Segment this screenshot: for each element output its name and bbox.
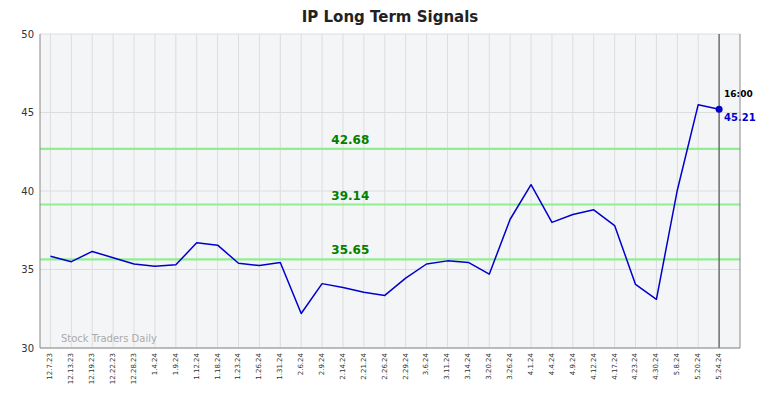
x-tick-label: 4.9.24: [569, 352, 577, 375]
grid: [40, 34, 740, 348]
y-grid-line: [40, 191, 740, 192]
right-axis-line: [740, 34, 741, 348]
x-grid-line: [719, 34, 720, 348]
chart-title: IP Long Term Signals: [302, 8, 479, 26]
reference-line: [40, 148, 740, 150]
x-tick-label: 2.29.24: [402, 352, 410, 379]
axes: 30 35 40 45 50 12.7.23 12.13.23 12.19.23 12.22.2…: [21, 29, 740, 385]
y-grid-line: [40, 348, 740, 349]
x-tick-label: 1.23.24: [234, 352, 242, 379]
x-tick-label: 3.14.24: [464, 352, 472, 379]
x-tick-label: 2.14.24: [339, 352, 347, 379]
last-point: [716, 106, 723, 113]
x-tick-label: 5.8.24: [673, 352, 681, 375]
chart-svg: Stock Traders Daily 35.65 39.14 42.68 16:00 4…: [0, 0, 784, 398]
last-time-label: 16:00: [724, 89, 753, 99]
x-tick-label: 2.9.24: [318, 352, 326, 375]
x-tick-label: 5.24.24: [715, 352, 723, 379]
reference-label: 42.68: [331, 133, 369, 147]
x-tick-label: 12.13.23: [67, 353, 75, 384]
x-tick-label: 1.31.24: [276, 352, 284, 379]
x-tick-label: 3.11.24: [443, 352, 451, 379]
x-tick-label: 12.19.23: [88, 353, 96, 384]
x-tick-label: 1.9.24: [172, 352, 180, 375]
y-tick-label: 35: [21, 264, 34, 275]
y-tick-label: 50: [21, 29, 34, 40]
y-tick-label: 30: [21, 343, 34, 354]
reference-label: 35.65: [331, 243, 369, 257]
x-tick-label: 1.12.24: [193, 352, 201, 379]
y-axis-line: [40, 34, 41, 348]
x-tick-label: 12.28.23: [130, 353, 138, 384]
x-tick-label: 4.17.24: [611, 352, 619, 379]
y-grid-line: [40, 269, 740, 270]
y-grid-line: [40, 34, 740, 35]
chart-container: Stock Traders Daily 35.65 39.14 42.68 16:00 4…: [0, 0, 784, 398]
watermark: Stock Traders Daily: [61, 333, 157, 344]
y-tick-label: 45: [21, 107, 34, 118]
x-tick-label: 2.26.24: [381, 352, 389, 379]
x-tick-label: 12.7.23: [46, 353, 54, 380]
x-axis-line: [40, 348, 740, 349]
x-tick-label: 2.21.24: [360, 352, 368, 379]
x-tick-label: 4.1.24: [527, 352, 535, 375]
plot-background: [40, 34, 740, 348]
x-tick-label: 2.6.24: [297, 352, 305, 375]
x-tick-label: 5.20.24: [694, 352, 702, 379]
x-tick-label: 4.4.24: [548, 352, 556, 375]
x-tick-label: 12.22.23: [109, 353, 117, 384]
reference-line: [40, 258, 740, 260]
y-tick-label: 40: [21, 186, 34, 197]
x-tick-label: 1.18.24: [214, 352, 222, 379]
last-point-line: [719, 34, 720, 348]
reference-line: [40, 203, 740, 205]
x-tick-label: 4.30.24: [652, 352, 660, 379]
plot-area: [40, 34, 740, 348]
x-tick-label: 3.6.24: [422, 352, 430, 375]
y-grid-line: [40, 112, 740, 113]
x-tick-label: 4.23.24: [631, 352, 639, 379]
x-tick-label: 3.20.24: [485, 352, 493, 379]
reference-label: 39.14: [331, 189, 369, 203]
x-tick-label: 1.26.24: [255, 352, 263, 379]
x-tick-label: 1.4.24: [151, 352, 159, 375]
price-line: [50, 105, 719, 314]
x-tick-label: 3.26.24: [506, 352, 514, 379]
x-tick-label: 4.12.24: [590, 352, 598, 379]
